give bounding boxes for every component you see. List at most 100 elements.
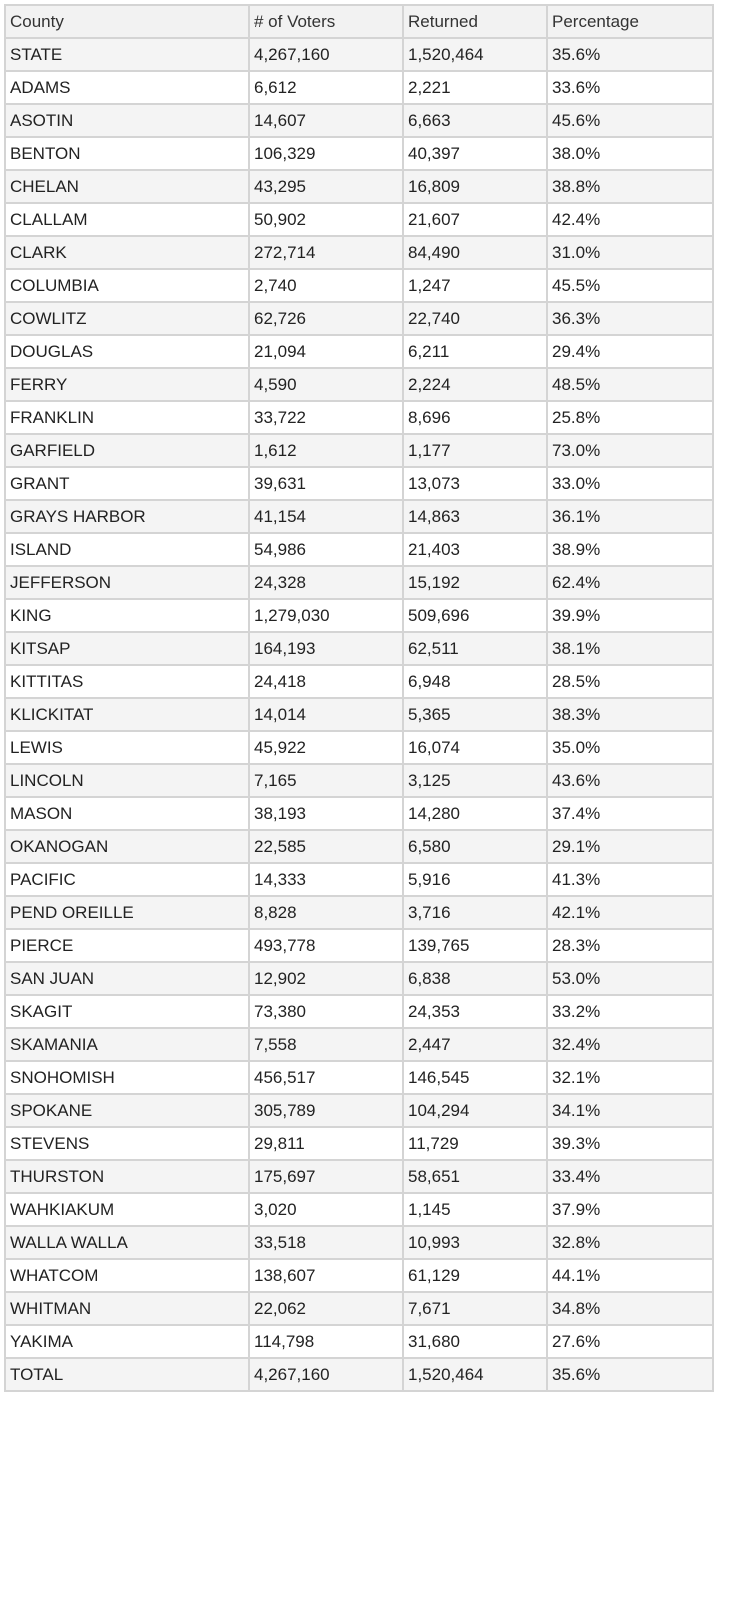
cell-county: COWLITZ [4, 301, 250, 336]
cell-voters: 29,811 [248, 1126, 404, 1161]
table-row: LEWIS 45,922 16,074 35.0% [4, 730, 714, 765]
cell-county: ASOTIN [4, 103, 250, 138]
cell-county: STATE [4, 37, 250, 72]
cell-county: CLALLAM [4, 202, 250, 237]
cell-county: KING [4, 598, 250, 633]
cell-returned: 5,365 [402, 697, 548, 732]
cell-county: BENTON [4, 136, 250, 171]
cell-county: THURSTON [4, 1159, 250, 1194]
header-row: County # of Voters Returned Percentage [4, 4, 714, 39]
cell-percentage: 33.4% [546, 1159, 714, 1194]
cell-county: STEVENS [4, 1126, 250, 1161]
cell-returned: 16,809 [402, 169, 548, 204]
table-row: FERRY 4,590 2,224 48.5% [4, 367, 714, 402]
cell-voters: 456,517 [248, 1060, 404, 1095]
cell-voters: 54,986 [248, 532, 404, 567]
cell-voters: 1,279,030 [248, 598, 404, 633]
cell-county: PEND OREILLE [4, 895, 250, 930]
cell-voters: 62,726 [248, 301, 404, 336]
cell-county: DOUGLAS [4, 334, 250, 369]
table-header: County # of Voters Returned Percentage [4, 4, 714, 39]
cell-returned: 6,211 [402, 334, 548, 369]
cell-percentage: 32.4% [546, 1027, 714, 1062]
cell-returned: 16,074 [402, 730, 548, 765]
cell-county: SNOHOMISH [4, 1060, 250, 1095]
cell-returned: 61,129 [402, 1258, 548, 1293]
cell-voters: 493,778 [248, 928, 404, 963]
cell-voters: 106,329 [248, 136, 404, 171]
cell-voters: 2,740 [248, 268, 404, 303]
header-returned: Returned [402, 4, 548, 39]
cell-percentage: 36.1% [546, 499, 714, 534]
cell-percentage: 35.6% [546, 1357, 714, 1392]
cell-percentage: 73.0% [546, 433, 714, 468]
table-row: ADAMS 6,612 2,221 33.6% [4, 70, 714, 105]
cell-voters: 22,585 [248, 829, 404, 864]
cell-percentage: 44.1% [546, 1258, 714, 1293]
cell-returned: 10,993 [402, 1225, 548, 1260]
cell-voters: 1,612 [248, 433, 404, 468]
cell-returned: 62,511 [402, 631, 548, 666]
cell-voters: 4,267,160 [248, 37, 404, 72]
table-row: WHITMAN 22,062 7,671 34.8% [4, 1291, 714, 1326]
table-row: THURSTON 175,697 58,651 33.4% [4, 1159, 714, 1194]
cell-percentage: 37.4% [546, 796, 714, 831]
cell-county: MASON [4, 796, 250, 831]
table-row: KITSAP 164,193 62,511 38.1% [4, 631, 714, 666]
cell-returned: 6,948 [402, 664, 548, 699]
cell-returned: 6,838 [402, 961, 548, 996]
header-voters: # of Voters [248, 4, 404, 39]
table-row: PIERCE 493,778 139,765 28.3% [4, 928, 714, 963]
cell-voters: 24,418 [248, 664, 404, 699]
cell-voters: 4,590 [248, 367, 404, 402]
table-row: WHATCOM 138,607 61,129 44.1% [4, 1258, 714, 1293]
table-row: SKAMANIA 7,558 2,447 32.4% [4, 1027, 714, 1062]
voter-returns-table: County # of Voters Returned Percentage S… [4, 4, 714, 1392]
cell-voters: 114,798 [248, 1324, 404, 1359]
cell-county: WAHKIAKUM [4, 1192, 250, 1227]
cell-returned: 1,520,464 [402, 37, 548, 72]
table-row: PEND OREILLE 8,828 3,716 42.1% [4, 895, 714, 930]
cell-percentage: 33.6% [546, 70, 714, 105]
cell-voters: 21,094 [248, 334, 404, 369]
cell-percentage: 32.8% [546, 1225, 714, 1260]
cell-county: YAKIMA [4, 1324, 250, 1359]
cell-percentage: 53.0% [546, 961, 714, 996]
header-percentage: Percentage [546, 4, 714, 39]
cell-county: JEFFERSON [4, 565, 250, 600]
cell-county: GARFIELD [4, 433, 250, 468]
table-row: STATE 4,267,160 1,520,464 35.6% [4, 37, 714, 72]
cell-percentage: 32.1% [546, 1060, 714, 1095]
cell-percentage: 37.9% [546, 1192, 714, 1227]
cell-returned: 13,073 [402, 466, 548, 501]
cell-voters: 6,612 [248, 70, 404, 105]
cell-voters: 272,714 [248, 235, 404, 270]
cell-voters: 4,267,160 [248, 1357, 404, 1392]
table-row: CLALLAM 50,902 21,607 42.4% [4, 202, 714, 237]
table-row: GRANT 39,631 13,073 33.0% [4, 466, 714, 501]
cell-voters: 8,828 [248, 895, 404, 930]
cell-voters: 39,631 [248, 466, 404, 501]
cell-percentage: 27.6% [546, 1324, 714, 1359]
cell-percentage: 38.8% [546, 169, 714, 204]
cell-voters: 33,722 [248, 400, 404, 435]
cell-returned: 1,177 [402, 433, 548, 468]
table-row: SNOHOMISH 456,517 146,545 32.1% [4, 1060, 714, 1095]
cell-returned: 3,716 [402, 895, 548, 930]
cell-voters: 138,607 [248, 1258, 404, 1293]
cell-percentage: 38.0% [546, 136, 714, 171]
cell-percentage: 35.6% [546, 37, 714, 72]
cell-percentage: 36.3% [546, 301, 714, 336]
cell-county: ADAMS [4, 70, 250, 105]
cell-percentage: 41.3% [546, 862, 714, 897]
cell-percentage: 28.3% [546, 928, 714, 963]
cell-returned: 21,607 [402, 202, 548, 237]
cell-returned: 2,447 [402, 1027, 548, 1062]
cell-voters: 24,328 [248, 565, 404, 600]
cell-percentage: 38.3% [546, 697, 714, 732]
table-row: ASOTIN 14,607 6,663 45.6% [4, 103, 714, 138]
cell-voters: 14,333 [248, 862, 404, 897]
cell-county: CLARK [4, 235, 250, 270]
cell-returned: 58,651 [402, 1159, 548, 1194]
cell-voters: 38,193 [248, 796, 404, 831]
